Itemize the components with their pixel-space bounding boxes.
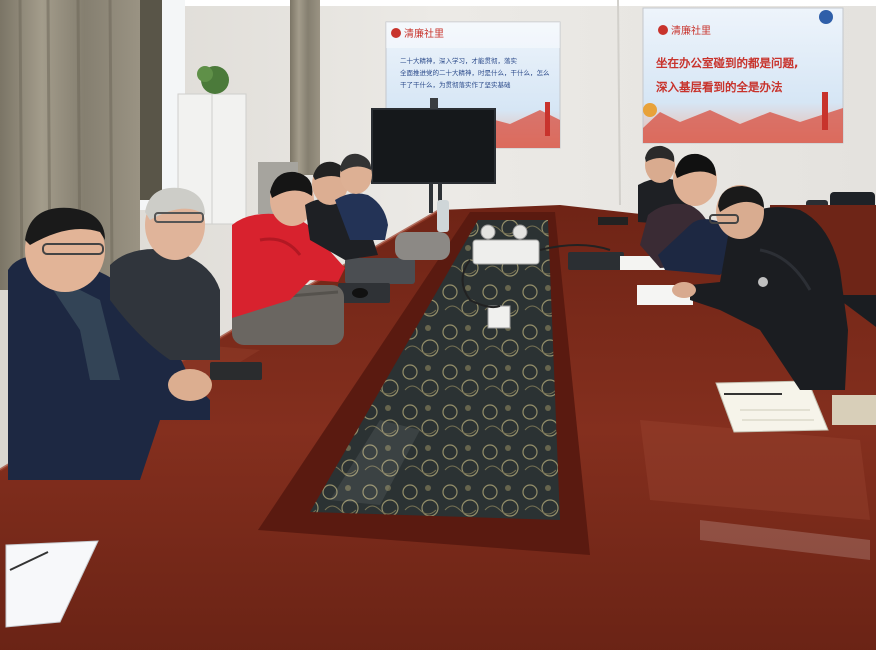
projector bbox=[461, 224, 611, 329]
person-left-1 bbox=[8, 207, 212, 480]
phone-right bbox=[598, 217, 628, 225]
person-right-3 bbox=[658, 219, 735, 275]
poster-right: 清廉社里 坐在办公室碰到的都是问题, 深入基层看到的全是办法 bbox=[642, 7, 844, 144]
laptop-right bbox=[568, 252, 624, 270]
table-center-panel bbox=[258, 212, 590, 555]
bag-back bbox=[395, 232, 450, 260]
mouse bbox=[352, 288, 368, 298]
tv-monitor bbox=[371, 98, 496, 213]
poster-left-header: 清廉社里 bbox=[404, 27, 444, 40]
poster-right-header: 清廉社里 bbox=[671, 24, 711, 37]
poster-left-line-3: 干了干什么，为贯彻落实作了坚实基础 bbox=[400, 80, 511, 89]
person-right-4 bbox=[672, 185, 848, 390]
curtain-right bbox=[290, 0, 320, 175]
poster-right-slogan-1: 坐在办公室碰到的都是问题, bbox=[656, 56, 798, 70]
notebook-front bbox=[715, 380, 829, 433]
person-left-2 bbox=[110, 187, 220, 360]
poster-right-slogan-2: 深入基层看到的全是办法 bbox=[656, 80, 783, 94]
curtain-tieback bbox=[140, 0, 162, 200]
poster-left-line-2: 全面推进党的二十大精神，时是什么，干什么，怎么 bbox=[400, 68, 550, 77]
phone-left bbox=[210, 362, 262, 380]
water-bottle bbox=[437, 200, 449, 232]
laptop-left bbox=[345, 258, 415, 284]
poster-left-line-1: 二十大精神，深入学习，才能贯彻，落实 bbox=[400, 56, 518, 65]
power-strip bbox=[487, 305, 511, 329]
person-left-5 bbox=[335, 153, 388, 240]
notebook-left bbox=[5, 540, 99, 628]
